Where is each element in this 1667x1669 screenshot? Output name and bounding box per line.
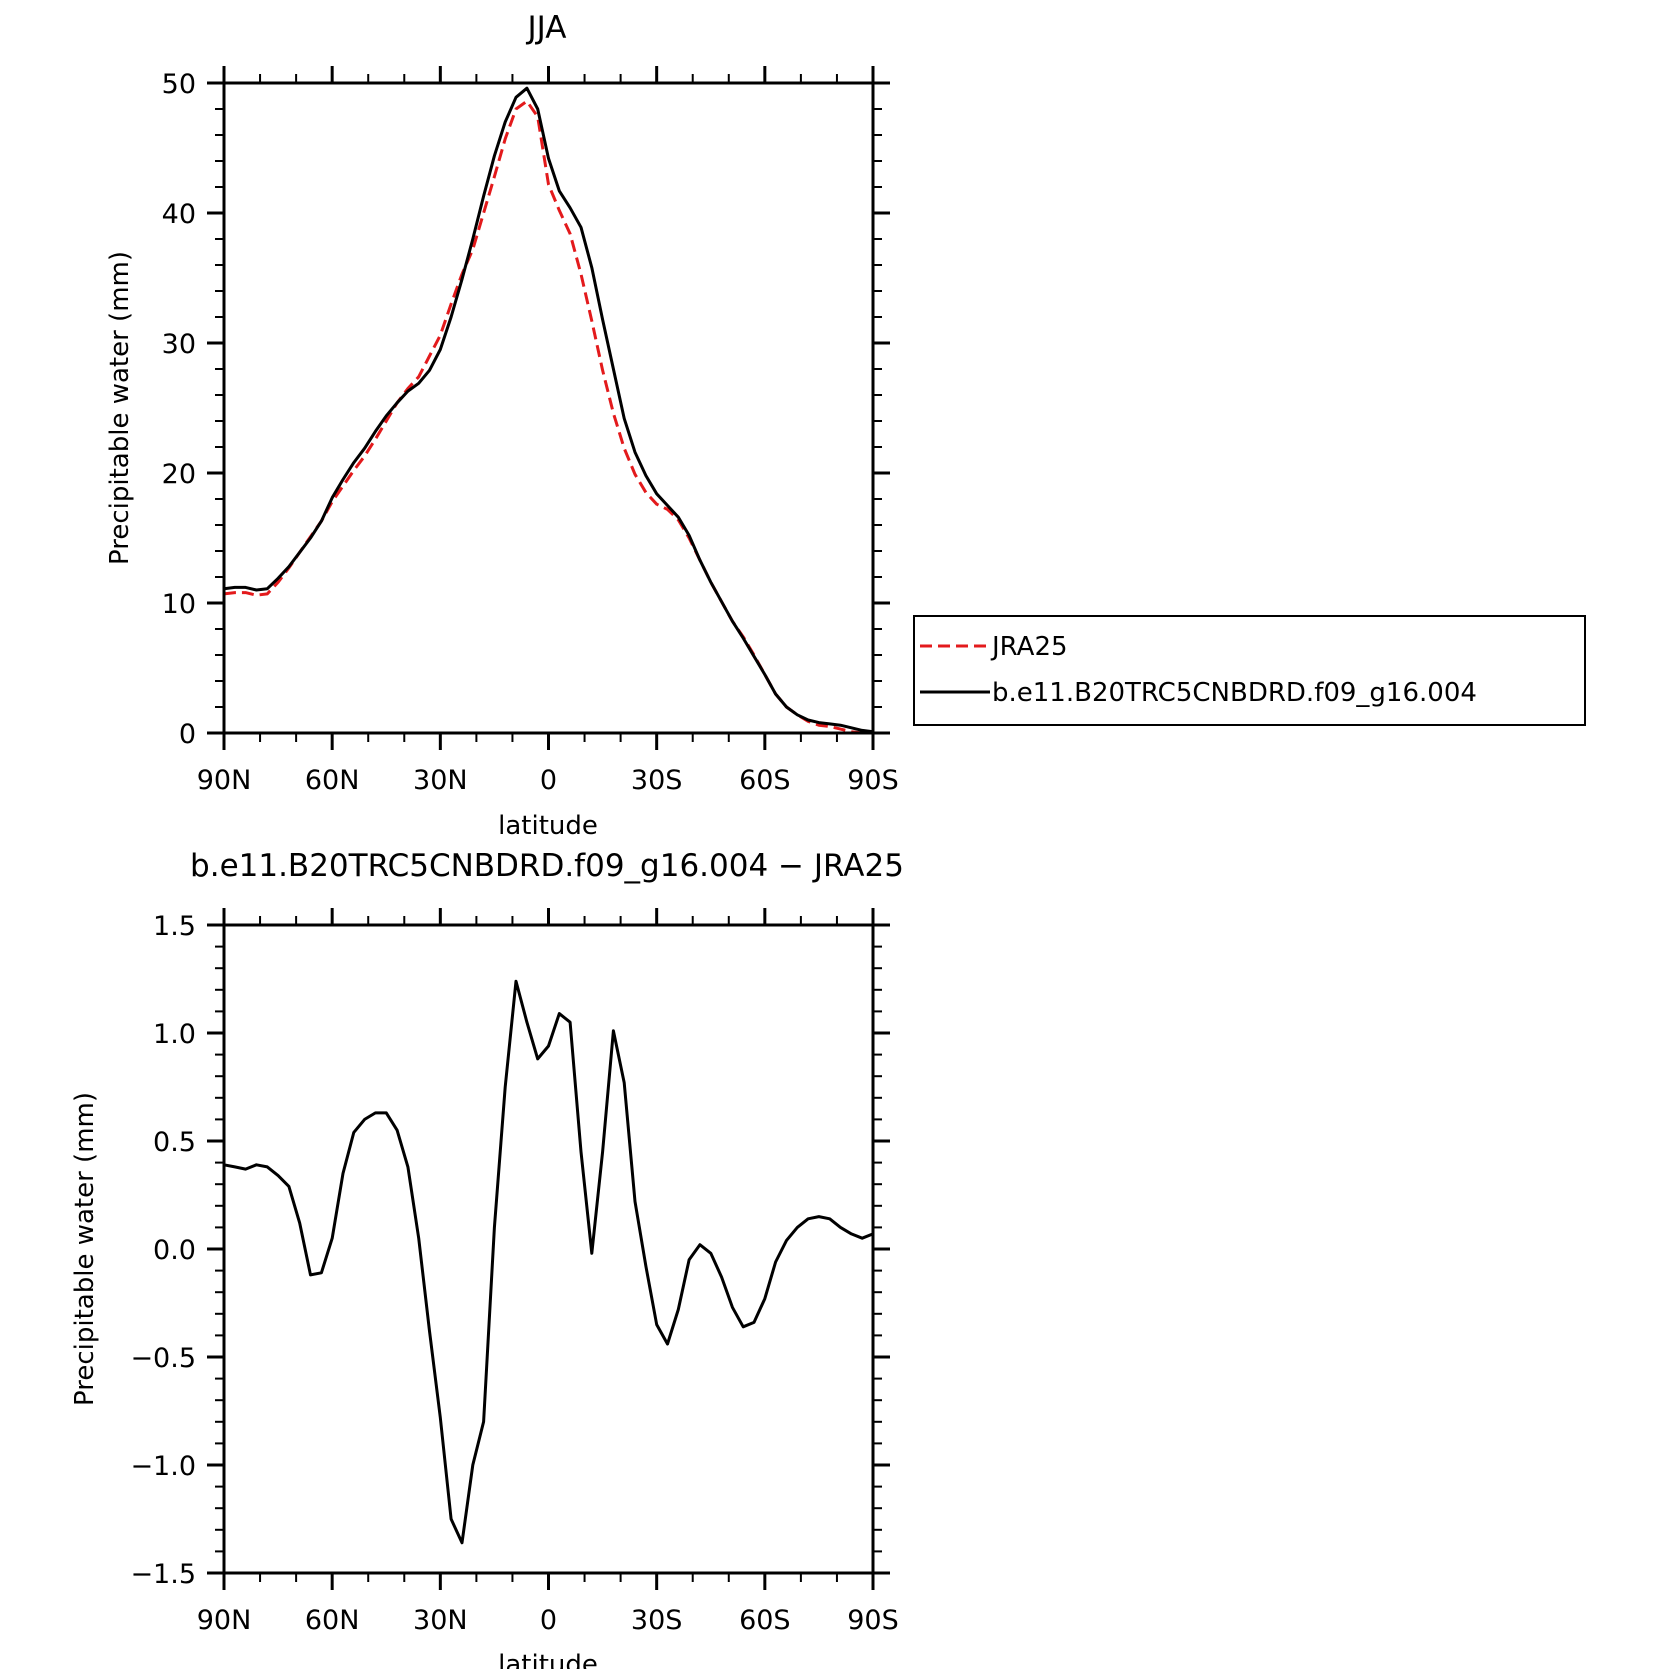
top-series-line-model bbox=[223, 86, 874, 734]
bottom-chart-panel: b.e11.B20TRC5CNBDRD.f09_g16.004 − JRA25 … bbox=[70, 848, 904, 1669]
top-chart-panel: JJA 0 10 20 30 40 50 90N 60N 30N 0 30S 60S 90S latit… bbox=[105, 10, 1586, 841]
bottom-x-tick-label: 90N bbox=[197, 1605, 252, 1636]
legend-label-jra25: JRA25 bbox=[990, 632, 1068, 662]
bottom-y-tick-label: 0.0 bbox=[153, 1235, 196, 1266]
top-y-tick-label: 0 bbox=[179, 719, 196, 750]
legend-box bbox=[913, 615, 1586, 726]
bottom-x-tick-label: 60N bbox=[305, 1605, 360, 1636]
bottom-y-tick-label: 1.0 bbox=[153, 1019, 196, 1050]
top-series-line-jra25 bbox=[223, 99, 873, 735]
bottom-x-tick-label: 30N bbox=[413, 1605, 468, 1636]
bottom-y-axis-label: Precipitable water (mm) bbox=[70, 1092, 100, 1406]
top-chart-title: JJA bbox=[526, 10, 567, 46]
top-y-tick-label: 10 bbox=[162, 589, 196, 620]
top-x-tick-label: 30S bbox=[631, 765, 683, 796]
top-y-tick-label: 40 bbox=[162, 199, 196, 230]
bottom-series-line-model bbox=[223, 979, 874, 1545]
top-y-tick-label: 20 bbox=[162, 459, 196, 490]
top-x-tick-label: 0 bbox=[540, 765, 557, 796]
top-x-tick-label: 90N bbox=[197, 765, 252, 796]
top-plot-frame bbox=[222, 81, 875, 735]
bottom-y-tick-label: 1.5 bbox=[153, 911, 196, 942]
bottom-y-tick-label: −0.5 bbox=[130, 1343, 196, 1374]
top-y-tick-label: 30 bbox=[162, 329, 196, 360]
bottom-x-axis-label: latitude bbox=[498, 1650, 598, 1669]
bottom-plot-frame bbox=[222, 923, 875, 1575]
bottom-y-tick-label: −1.0 bbox=[130, 1451, 196, 1482]
bottom-x-tick-label: 60S bbox=[739, 1605, 791, 1636]
top-x-tick-label: 60S bbox=[739, 765, 791, 796]
top-x-axis-label: latitude bbox=[498, 811, 598, 841]
bottom-x-tick-label: 90S bbox=[847, 1605, 899, 1636]
top-x-tick-label: 90S bbox=[847, 765, 899, 796]
top-x-tick-label: 30N bbox=[413, 765, 468, 796]
bottom-chart-title: b.e11.B20TRC5CNBDRD.f09_g16.004 − JRA25 bbox=[190, 848, 904, 884]
top-y-axis-label: Precipitable water (mm) bbox=[105, 251, 135, 565]
bottom-x-tick-label: 0 bbox=[540, 1605, 557, 1636]
legend: JRA25 b.e11.B20TRC5CNBDRD.f09_g16.004 bbox=[913, 615, 1586, 726]
bottom-y-tick-label: −1.5 bbox=[130, 1559, 196, 1590]
top-y-tick-label: 50 bbox=[162, 69, 196, 100]
legend-label-model: b.e11.B20TRC5CNBDRD.f09_g16.004 bbox=[992, 678, 1477, 708]
bottom-y-tick-label: 0.5 bbox=[153, 1127, 196, 1158]
top-x-tick-label: 60N bbox=[305, 765, 360, 796]
bottom-x-tick-label: 30S bbox=[631, 1605, 683, 1636]
